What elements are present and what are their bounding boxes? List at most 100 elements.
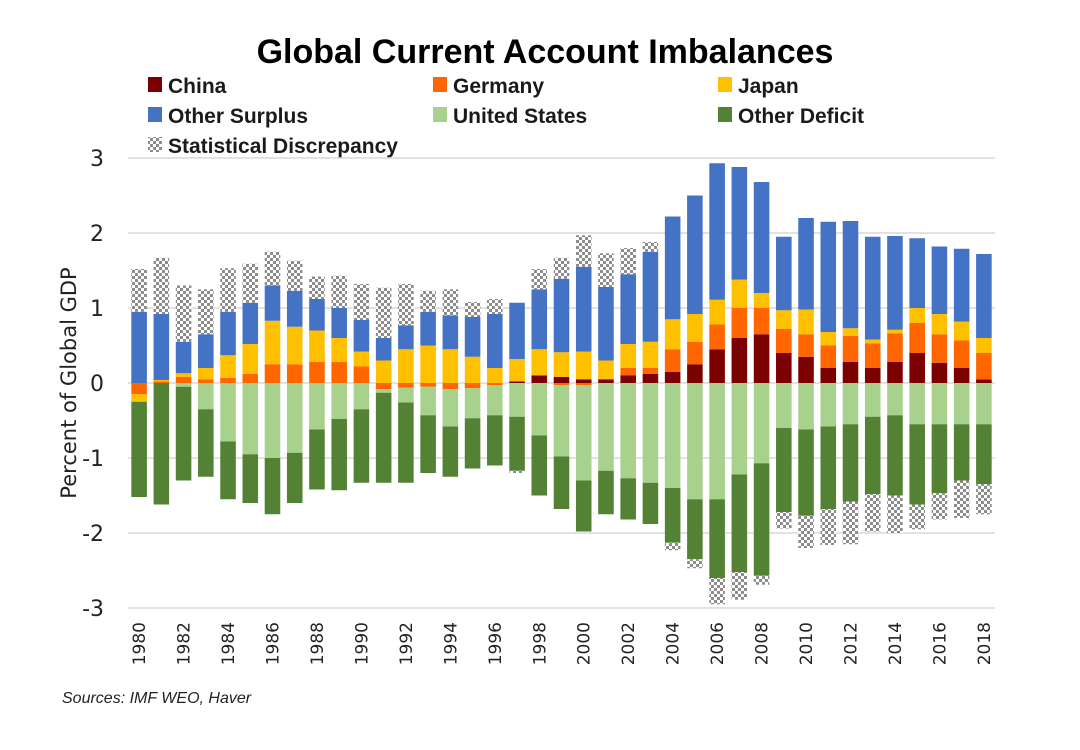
bar-japan-1983: [198, 368, 214, 380]
bar-other-surplus-2013: [864, 236, 881, 340]
legend-item: Germany: [433, 75, 544, 98]
bar-united-states-1995: [464, 388, 481, 419]
bar-other-surplus-1997: [509, 302, 525, 359]
bar-other-deficit-2003: [642, 482, 659, 524]
bar-germany-2003: [642, 368, 659, 374]
x-tick-label: 1992: [397, 622, 417, 665]
bar-china-1997: [509, 381, 525, 383]
bar-other-surplus-1993: [420, 311, 436, 346]
bar-other-surplus-2015: [909, 238, 925, 308]
bar-stack-1983: [198, 289, 214, 477]
y-tick-label: 3: [90, 147, 104, 172]
bar-other-surplus-2002: [620, 274, 636, 344]
legend-swatch: [148, 137, 162, 152]
legend-label: Japan: [738, 75, 799, 98]
bar-other-deficit-1990: [353, 409, 370, 483]
bar-other-surplus-1992: [398, 325, 414, 350]
bar-china-2018: [976, 379, 992, 383]
bar-japan-1985: [242, 344, 259, 374]
bar-united-states-2000: [575, 385, 592, 481]
bar-other-deficit-1994: [442, 426, 459, 477]
bars: [131, 163, 992, 605]
bar-japan-1996: [487, 368, 503, 383]
legend-item: Other Deficit: [718, 105, 864, 128]
legend-swatch: [718, 107, 732, 122]
bar-other-surplus-2014: [887, 236, 903, 330]
bar-other-deficit-1981: [153, 383, 170, 505]
source-note: Sources: IMF WEO, Haver: [62, 690, 252, 707]
bar-japan-1999: [553, 352, 570, 377]
bar-germany-1983: [198, 379, 214, 383]
bar-china-2013: [864, 368, 881, 383]
x-tick-label: 2008: [753, 622, 773, 665]
bar-other-surplus-1984: [220, 311, 236, 356]
bar-other-surplus-1999: [553, 278, 570, 353]
bar-stack-1986: [264, 251, 281, 515]
bar-stack-2016: [931, 246, 948, 520]
bar-united-states-1994: [442, 389, 459, 427]
bar-germany-1982: [175, 377, 192, 383]
bar-japan-1986: [264, 320, 281, 365]
bar-china-2000: [575, 379, 592, 383]
bar-stack-2012: [842, 221, 859, 545]
bar-japan-2008: [753, 293, 770, 308]
y-tick-label: -1: [82, 447, 104, 472]
bar-statistical-discrepancy-1997: [509, 470, 525, 473]
bar-china-2011: [820, 368, 837, 383]
bar-united-states-1988: [309, 383, 325, 430]
bar-japan-1992: [398, 349, 414, 383]
bar-stack-1997: [509, 302, 525, 473]
bar-united-states-1997: [509, 383, 525, 417]
bar-other-deficit-1992: [398, 402, 414, 483]
bar-statistical-discrepancy-2002: [620, 248, 636, 275]
bar-statistical-discrepancy-2016: [931, 493, 948, 520]
x-tick-label: 2012: [842, 622, 862, 665]
bar-other-surplus-2008: [753, 182, 770, 293]
bar-japan-1990: [353, 351, 370, 367]
bar-japan-1982: [175, 373, 192, 377]
bar-japan-1987: [286, 326, 303, 365]
bar-statistical-discrepancy-2001: [598, 253, 614, 287]
bar-statistical-discrepancy-1993: [420, 290, 436, 312]
bar-other-surplus-2004: [664, 216, 681, 320]
y-tick-label: 1: [90, 297, 104, 322]
bar-china-2012: [842, 362, 859, 383]
bar-united-states-2015: [909, 383, 925, 425]
legend-item: Statistical Discrepancy: [148, 135, 398, 158]
x-axis-ticks: 1980 1982 1984 1986 1988 1990 1992 1994 1996 1998…: [130, 622, 995, 665]
bar-other-deficit-1998: [531, 435, 548, 496]
bar-united-states-1992: [398, 387, 414, 403]
y-tick-label: 0: [90, 372, 104, 397]
bar-other-surplus-1996: [487, 314, 503, 368]
bar-other-deficit-2006: [709, 499, 725, 578]
bar-united-states-1983: [198, 383, 214, 410]
bar-germany-1994: [442, 383, 459, 389]
bar-japan-2015: [909, 308, 925, 323]
bar-united-states-1982: [175, 383, 192, 387]
bar-other-deficit-2012: [842, 424, 859, 502]
bar-stack-2011: [820, 221, 837, 545]
bar-germany-2016: [931, 334, 948, 363]
legend-swatch: [433, 77, 447, 92]
bar-statistical-discrepancy-1999: [553, 257, 570, 279]
bar-other-surplus-2017: [953, 248, 970, 322]
bar-japan-2005: [687, 314, 703, 342]
bar-japan-2018: [976, 338, 992, 353]
bar-other-surplus-1985: [242, 302, 259, 344]
legend-swatch: [718, 77, 732, 92]
bar-germany-1980: [131, 383, 147, 395]
bar-statistical-discrepancy-2004: [664, 542, 681, 551]
bar-other-deficit-1984: [220, 441, 236, 500]
bar-other-surplus-2007: [731, 167, 748, 280]
bar-other-surplus-2000: [575, 266, 592, 352]
bar-united-states-2005: [687, 383, 703, 500]
legend-label: Other Deficit: [738, 105, 864, 128]
bar-other-surplus-1982: [175, 341, 192, 374]
y-tick-label: -3: [82, 597, 104, 622]
bar-china-2006: [709, 349, 725, 383]
bar-stack-2014: [887, 236, 903, 533]
bar-united-states-2018: [976, 383, 992, 425]
bar-united-states-1986: [264, 383, 281, 458]
x-tick-label: 2010: [797, 622, 817, 665]
